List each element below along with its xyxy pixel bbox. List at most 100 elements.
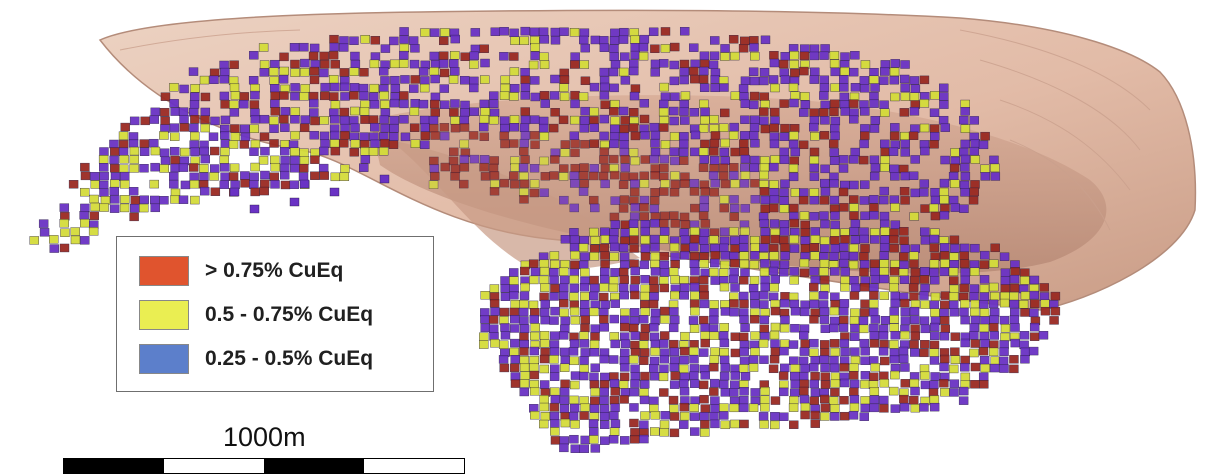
grade-block	[518, 307, 529, 317]
grade-block	[538, 123, 549, 133]
grade-block	[970, 243, 980, 253]
grade-block	[880, 235, 890, 244]
grade-block	[740, 171, 751, 180]
grade-block	[520, 83, 531, 92]
grade-block	[309, 43, 320, 53]
grade-block	[698, 211, 709, 220]
grade-block	[880, 316, 891, 325]
grade-block	[789, 60, 799, 69]
grade-block	[709, 156, 720, 165]
grade-block	[950, 148, 960, 157]
grade-block	[219, 155, 230, 165]
grade-block	[829, 156, 840, 165]
grade-block	[650, 308, 661, 318]
grade-block	[449, 108, 459, 117]
grade-block	[730, 371, 740, 380]
grade-block	[549, 275, 559, 285]
grade-block	[750, 236, 760, 245]
grade-block	[340, 92, 350, 101]
grade-block	[679, 212, 690, 222]
grade-block	[779, 268, 789, 277]
grade-block	[590, 300, 600, 309]
grade-block	[630, 35, 640, 44]
grade-block	[409, 59, 420, 69]
grade-block	[428, 180, 439, 189]
grade-block	[700, 107, 710, 116]
grade-block	[820, 275, 830, 285]
grade-block	[899, 236, 909, 245]
grade-block	[449, 147, 459, 157]
grade-block	[879, 291, 889, 300]
grade-block	[1009, 283, 1020, 293]
grade-block	[199, 186, 210, 196]
grade-block	[830, 379, 840, 388]
grade-block	[889, 244, 899, 253]
grade-block	[280, 163, 290, 173]
grade-block	[369, 59, 380, 69]
grade-block	[840, 52, 850, 61]
grade-block	[799, 395, 810, 404]
grade-block	[890, 220, 901, 229]
grade-block	[729, 163, 739, 172]
grade-block	[700, 268, 710, 278]
grade-block	[599, 396, 609, 405]
grade-block	[849, 180, 859, 190]
grade-block	[729, 227, 739, 236]
grade-block	[350, 106, 360, 116]
grade-block	[910, 331, 920, 341]
grade-block	[929, 108, 940, 117]
grade-block	[1050, 306, 1061, 316]
grade-block	[308, 91, 319, 101]
grade-block	[620, 154, 630, 164]
grade-block	[780, 339, 790, 348]
grade-block	[689, 324, 700, 333]
grade-block	[739, 395, 749, 405]
grade-block	[539, 364, 550, 374]
grade-block	[889, 131, 900, 141]
grade-block	[659, 251, 669, 261]
grade-block	[818, 108, 829, 117]
grade-block	[939, 83, 949, 93]
grade-block	[459, 179, 469, 189]
grade-block	[730, 283, 740, 292]
grade-block	[810, 67, 820, 77]
grade-block	[950, 355, 961, 364]
grade-block	[569, 235, 580, 244]
grade-block	[188, 107, 199, 117]
grade-block	[390, 84, 401, 93]
legend-item-low-grade: 0.25 - 0.5% CuEq	[139, 339, 373, 379]
grade-block	[619, 67, 629, 77]
grade-block	[749, 163, 759, 173]
grade-block	[870, 274, 880, 284]
grade-block	[490, 27, 501, 36]
grade-block	[630, 340, 640, 350]
grade-block	[559, 275, 570, 285]
grade-block	[270, 99, 280, 108]
grade-block	[748, 363, 759, 372]
grade-block	[649, 276, 659, 285]
grade-block	[159, 164, 169, 173]
grade-block	[649, 154, 659, 164]
grade-block	[790, 371, 800, 381]
grade-block	[689, 364, 700, 373]
grade-block	[119, 171, 130, 181]
grade-block	[650, 339, 661, 349]
grade-block	[619, 275, 629, 284]
grade-block	[370, 123, 380, 132]
grade-block	[679, 379, 689, 388]
grade-block	[319, 68, 329, 78]
grade-block	[440, 162, 451, 172]
grade-block	[690, 203, 700, 213]
grade-block	[659, 163, 669, 173]
scale-segment	[264, 459, 364, 473]
grade-block	[970, 362, 981, 372]
grade-block	[670, 92, 680, 102]
grade-block	[428, 115, 439, 125]
grade-block	[940, 354, 950, 364]
grade-block	[420, 76, 430, 85]
grade-block	[550, 394, 561, 404]
grade-block	[169, 132, 180, 141]
grade-block	[619, 172, 630, 181]
grade-block	[110, 163, 120, 173]
grade-block	[609, 411, 619, 420]
